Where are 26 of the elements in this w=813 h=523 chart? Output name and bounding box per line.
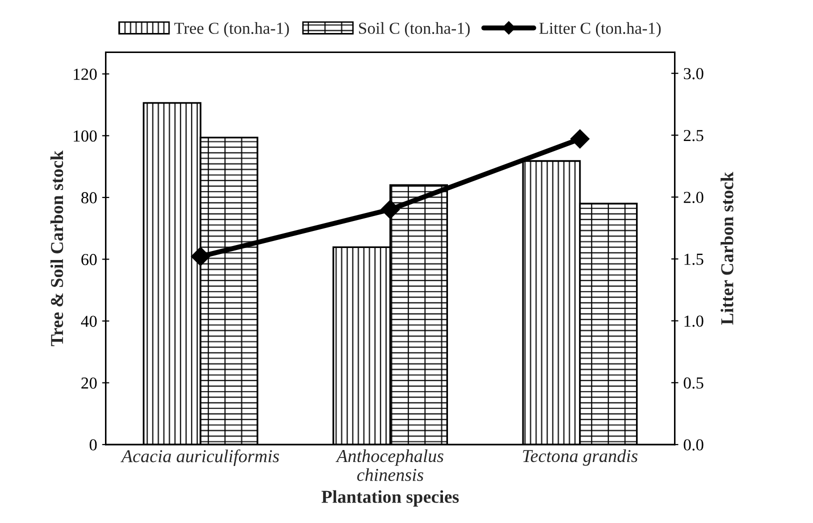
y-tick-label: 20 — [81, 377, 97, 389]
legend-label: Litter C (ton.ha-1) — [539, 22, 661, 38]
point — [570, 129, 590, 148]
y-tick-label: 120 — [74, 68, 97, 80]
x-tick-label: Acacia auriculiformis — [120, 449, 279, 466]
y-tick-label: 40 — [81, 316, 97, 327]
y-axis-title: Tree & Soil Carbon stock — [50, 150, 64, 346]
y2-axis-title: Litter Carbon stock — [720, 172, 734, 325]
legend-label: Tree C (ton.ha-1) — [174, 22, 289, 38]
y2-tick-label: 2.5 — [684, 130, 704, 142]
point — [380, 200, 400, 219]
point — [191, 246, 210, 266]
x-tick-label: Anthocephalus chinensis — [336, 449, 444, 481]
x-tick-label: Tectona grandis — [523, 449, 638, 466]
legend-label: Soil C (ton.ha-1) — [359, 22, 470, 38]
y2-tick-label: 3.0 — [684, 68, 704, 80]
y2-tick-label: 0.5 — [684, 377, 704, 389]
y-tick-label: 60 — [81, 254, 97, 266]
y-tick-label: 0 — [90, 439, 97, 450]
y2-tick-label: 2.0 — [684, 192, 704, 204]
y2-tick-label: 0.0 — [684, 439, 704, 451]
y-tick-label: 100 — [74, 130, 97, 142]
y2-tick-label: 1.0 — [684, 316, 704, 327]
y2-tick-label: 1.5 — [684, 254, 704, 265]
x-axis-title: Plantation species — [322, 490, 459, 507]
y-tick-label: 80 — [81, 192, 97, 204]
